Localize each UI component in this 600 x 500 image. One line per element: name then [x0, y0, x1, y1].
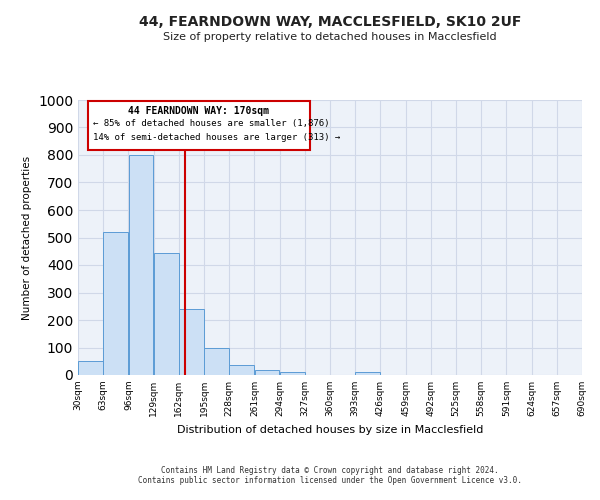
Y-axis label: Number of detached properties: Number of detached properties: [22, 156, 32, 320]
Bar: [128, 155, 154, 375]
X-axis label: Distribution of detached houses by size in Macclesfield: Distribution of detached houses by size …: [177, 424, 483, 434]
Text: 44, FEARNDOWN WAY, MACCLESFIELD, SK10 2UF: 44, FEARNDOWN WAY, MACCLESFIELD, SK10 2U…: [139, 15, 521, 29]
Bar: [103, 232, 128, 375]
Text: Size of property relative to detached houses in Macclesfield: Size of property relative to detached ho…: [163, 32, 497, 42]
Bar: [204, 348, 229, 375]
Bar: [355, 372, 380, 375]
Bar: [280, 372, 305, 375]
Text: ← 85% of detached houses are smaller (1,876): ← 85% of detached houses are smaller (1,…: [93, 119, 329, 128]
Bar: [179, 309, 204, 375]
Text: Contains HM Land Registry data © Crown copyright and database right 2024.
Contai: Contains HM Land Registry data © Crown c…: [138, 466, 522, 485]
FancyBboxPatch shape: [88, 102, 310, 150]
Bar: [229, 366, 254, 375]
Bar: [254, 370, 280, 375]
Bar: [154, 252, 179, 375]
Text: 14% of semi-detached houses are larger (313) →: 14% of semi-detached houses are larger (…: [93, 133, 340, 142]
Bar: [78, 361, 103, 375]
Text: 44 FEARNDOWN WAY: 170sqm: 44 FEARNDOWN WAY: 170sqm: [128, 106, 269, 116]
